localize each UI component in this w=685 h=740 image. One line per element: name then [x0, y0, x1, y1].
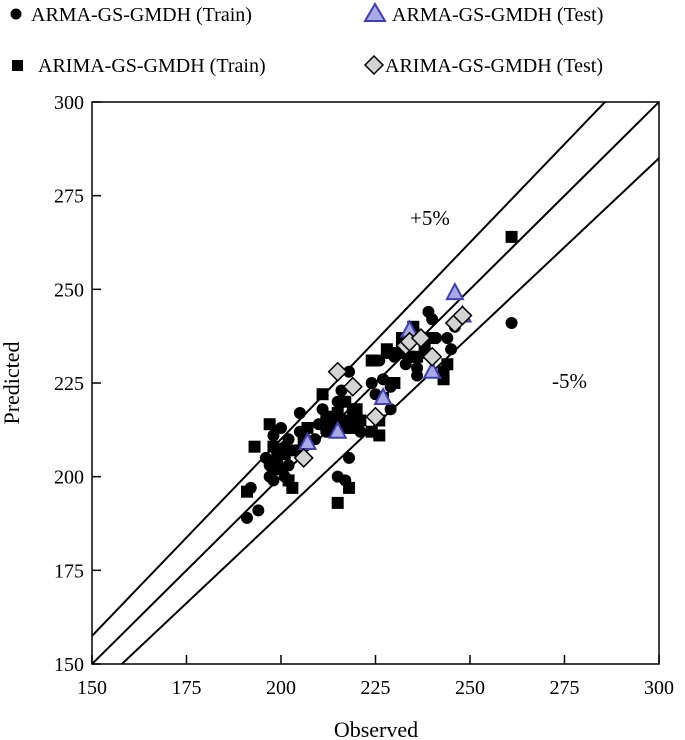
- reference-line-0: [92, 102, 607, 637]
- x-axis-title: Observed: [334, 717, 418, 740]
- x-tick-label: 150: [77, 677, 107, 699]
- data-point-circle: [441, 332, 454, 345]
- data-point-square: [286, 481, 299, 494]
- y-tick-label: 225: [54, 373, 84, 395]
- data-point-square: [275, 463, 287, 476]
- band-label-minus-5: -5%: [552, 369, 587, 393]
- data-point-square: [505, 230, 518, 243]
- data-point-square: [316, 388, 329, 401]
- data-point-square: [350, 403, 363, 416]
- data-point-triangle: [297, 431, 318, 450]
- data-point-circle: [445, 343, 458, 356]
- data-point-circle: [343, 365, 356, 378]
- series-square: [240, 230, 518, 509]
- data-point-square: [354, 414, 367, 427]
- data-point-circle: [267, 474, 280, 487]
- data-point-square: [343, 421, 356, 434]
- data-point-square: [373, 429, 386, 442]
- data-point-circle: [505, 317, 518, 330]
- data-point-square: [301, 421, 314, 434]
- legend-item-arima-test: ARIMA-GS-GMDH (Test): [363, 54, 603, 77]
- legend-label-arma-test: ARMA-GS-GMDH (Test): [392, 4, 603, 26]
- legend-label-arima-train: ARIMA-GS-GMDH (Train): [38, 55, 266, 77]
- data-point-diamond: [365, 406, 386, 427]
- legend-marker-diamond: [363, 54, 385, 76]
- y-tick-label: 300: [54, 92, 84, 114]
- data-point-diamond: [410, 327, 431, 349]
- series-diamond: [293, 305, 473, 468]
- data-point-triangle: [328, 420, 348, 439]
- x-tick-label: 250: [455, 677, 485, 699]
- data-point-circle: [384, 403, 397, 416]
- data-point-square: [240, 485, 253, 498]
- data-point-square: [380, 343, 393, 356]
- y-tick-label: 175: [54, 560, 84, 582]
- data-point-circle: [275, 421, 287, 434]
- data-point-diamond: [452, 305, 473, 326]
- y-tick-label: 150: [54, 654, 84, 676]
- legend-marker-triangle: [363, 2, 387, 22]
- band-label-plus-5: +5%: [410, 206, 450, 230]
- data-point-circle: [411, 369, 424, 382]
- data-points: [240, 230, 518, 524]
- x-tick-label: 300: [644, 677, 674, 699]
- data-point-square: [441, 358, 454, 371]
- y-tick-label: 275: [54, 186, 84, 208]
- y-axis-title: Predicted: [0, 341, 24, 424]
- data-point-triangle: [373, 386, 393, 405]
- legend-label-arima-test: ARIMA-GS-GMDH (Test): [385, 55, 603, 77]
- y-tick-label: 250: [54, 279, 84, 301]
- data-point-circle: [365, 377, 378, 389]
- x-tick-label: 275: [550, 677, 580, 699]
- data-point-circle: [252, 504, 265, 517]
- data-point-circle: [377, 373, 390, 386]
- legend-item-arima-train: ARIMA-GS-GMDH (Train): [12, 55, 266, 77]
- series-triangle: [297, 281, 473, 450]
- data-point-diamond: [327, 361, 348, 382]
- data-point-square: [331, 406, 344, 419]
- x-axis: 150 175 200 225 250 275 300: [77, 655, 674, 699]
- data-point-circle: [240, 511, 253, 524]
- legend-item-arma-train: ARMA-GS-GMDH (Train): [10, 4, 252, 26]
- legend: ARMA-GS-GMDH (Train) ARMA-GS-GMDH (Test)…: [10, 2, 603, 77]
- data-point-diamond: [293, 447, 314, 468]
- data-point-circle: [354, 425, 367, 438]
- legend-marker-circle: [10, 8, 22, 20]
- data-point-circle: [343, 451, 356, 464]
- y-axis: 150 175 200 225 250 275 300: [54, 92, 101, 676]
- data-point-square: [365, 354, 378, 367]
- data-point-circle: [267, 429, 280, 442]
- x-tick-label: 225: [361, 677, 391, 699]
- data-point-square: [339, 395, 352, 408]
- data-point-square: [426, 332, 439, 345]
- data-point-diamond: [342, 376, 363, 397]
- y-tick-label: 200: [54, 467, 84, 489]
- data-point-circle: [293, 406, 306, 419]
- data-point-square: [343, 481, 356, 494]
- legend-marker-square: [12, 60, 23, 71]
- legend-item-arma-test: ARMA-GS-GMDH (Test): [363, 2, 603, 26]
- x-tick-label: 200: [266, 677, 296, 699]
- x-tick-label: 175: [172, 677, 202, 699]
- data-point-square: [331, 496, 344, 509]
- data-point-triangle: [445, 281, 465, 301]
- data-point-square: [267, 440, 280, 453]
- data-point-square: [278, 448, 291, 461]
- data-point-triangle: [422, 360, 442, 379]
- data-point-square: [388, 377, 401, 389]
- data-point-circle: [282, 433, 295, 446]
- data-point-square: [263, 418, 276, 431]
- data-point-circle: [426, 313, 439, 326]
- data-point-diamond: [422, 346, 443, 367]
- data-point-square: [248, 440, 261, 453]
- legend-label-arma-train: ARMA-GS-GMDH (Train): [31, 4, 252, 26]
